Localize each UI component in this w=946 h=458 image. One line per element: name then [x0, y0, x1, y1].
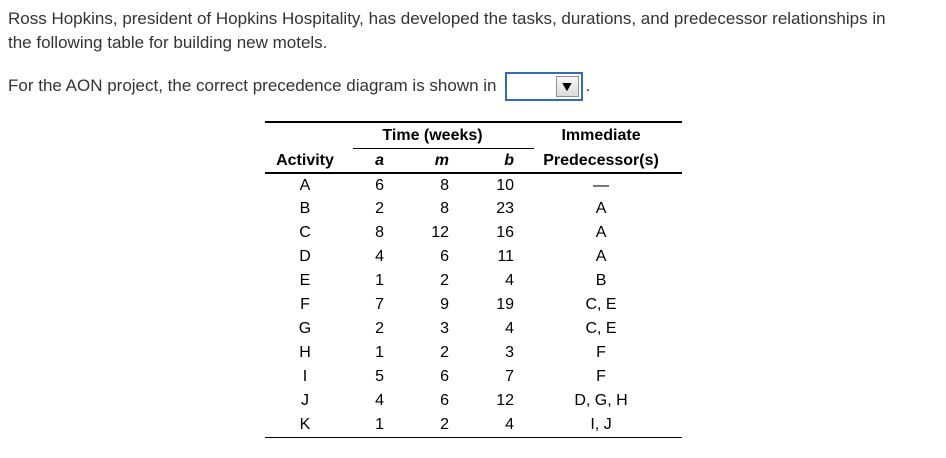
- b-cell: 4: [505, 320, 515, 337]
- question-row: For the AON project, the correct precede…: [8, 71, 590, 101]
- immediate-header: Immediate: [520, 121, 683, 149]
- activity-cell: K: [265, 413, 345, 438]
- a-cell: 1: [345, 413, 390, 438]
- answer-dropdown[interactable]: ▼: [504, 71, 583, 101]
- m-column-header: m: [390, 149, 455, 174]
- m-cell: 8: [440, 200, 449, 217]
- table-header-label-row: Activity a m b Predecessor(s): [265, 149, 683, 174]
- m-cell: 6: [440, 368, 449, 385]
- activity-cell: H: [299, 344, 311, 361]
- time-weeks-header: Time (weeks): [345, 121, 535, 149]
- m-cell: 6: [440, 248, 449, 265]
- b-cell: 4: [455, 413, 521, 438]
- m-cell: 9: [440, 296, 449, 313]
- b-cell: 3: [505, 344, 515, 361]
- m-cell: 2: [390, 413, 455, 438]
- b-cell: 19: [496, 296, 515, 313]
- m-cell: 6: [440, 392, 449, 409]
- a-column-header: a: [345, 149, 390, 174]
- activity-cell: G: [298, 320, 312, 337]
- a-cell: 6: [375, 176, 384, 194]
- activity-cell: B: [299, 200, 311, 217]
- a-cell: 7: [375, 296, 384, 313]
- time-weeks-label: Time (weeks): [382, 127, 483, 144]
- b-cell: 4: [505, 272, 515, 289]
- predecessors-column-header: Predecessor(s): [520, 149, 683, 174]
- table-row: J 4 6 12 D, G, H: [265, 389, 682, 413]
- m-cell: 3: [440, 320, 449, 337]
- predecessor-cell: —: [593, 176, 610, 194]
- question-text: For the AON project, the correct precede…: [8, 76, 497, 95]
- predecessor-cell: B: [595, 272, 607, 289]
- predecessor-cell: F: [596, 368, 606, 385]
- table-row: I 5 6 7 F: [265, 365, 682, 389]
- caret-down-icon: ▼: [559, 78, 575, 94]
- table-header-group-row: Time (weeks) Immediate: [265, 121, 683, 149]
- activity-cell: E: [299, 272, 311, 289]
- m-cell: 8: [440, 176, 449, 194]
- table-row: K 1 2 4 I, J: [265, 413, 683, 438]
- activity-cell: I: [302, 368, 308, 385]
- table-row: F 7 9 19 C, E: [265, 293, 682, 317]
- b-cell: 7: [505, 368, 515, 385]
- table-header: Time (weeks) Immediate Activity a m b Pr…: [265, 121, 683, 174]
- a-cell: 4: [375, 392, 384, 409]
- predecessor-cell: A: [595, 224, 607, 241]
- a-cell: 4: [375, 248, 384, 265]
- question-period: .: [585, 76, 591, 95]
- header-spacer: [265, 121, 345, 149]
- activity-table: Time (weeks) Immediate Activity a m b Pr…: [265, 121, 683, 438]
- dropdown-button[interactable]: ▼: [555, 75, 579, 97]
- intro-line-2: the following table for building new mot…: [8, 33, 328, 52]
- table-body: A 6 8 10 — B 2 8 23 A C 8 12 16 A D 4 6 …: [265, 173, 683, 438]
- predecessor-cell: A: [595, 248, 607, 265]
- b-cell: 10: [496, 176, 515, 194]
- b-column-header: b: [455, 149, 521, 174]
- m-cell: 2: [440, 344, 449, 361]
- b-cell: 23: [496, 200, 515, 217]
- table-row: D 4 6 11 A: [265, 245, 682, 269]
- predecessor-cell: F: [596, 344, 606, 361]
- table-row: E 1 2 4 B: [265, 269, 682, 293]
- m-cell: 2: [440, 272, 449, 289]
- a-cell: 1: [375, 344, 384, 361]
- activity-cell: C: [299, 224, 311, 241]
- a-cell: 1: [375, 272, 384, 289]
- intro-paragraph: Ross Hopkins, president of Hopkins Hospi…: [8, 7, 944, 55]
- table-row: G 2 3 4 C, E: [265, 317, 682, 341]
- table-row: C 8 12 16 A: [265, 221, 682, 245]
- m-cell: 12: [431, 224, 449, 241]
- a-cell: 2: [375, 200, 384, 217]
- table-row: B 2 8 23 A: [265, 197, 682, 221]
- activity-cell: D: [299, 248, 311, 265]
- a-cell: 8: [375, 224, 384, 241]
- predecessor-cell: C, E: [585, 296, 617, 313]
- intro-line-1: Ross Hopkins, president of Hopkins Hospi…: [8, 9, 886, 28]
- activity-cell: F: [300, 296, 310, 313]
- activity-cell: J: [301, 392, 309, 409]
- time-weeks-underline: [353, 148, 535, 149]
- activity-cell: A: [299, 176, 311, 194]
- activity-column-header: Activity: [265, 149, 345, 174]
- predecessor-cell: I, J: [520, 413, 683, 438]
- table-row: A 6 8 10 —: [265, 173, 682, 197]
- a-cell: 5: [375, 368, 384, 385]
- b-cell: 16: [496, 224, 515, 241]
- a-cell: 2: [375, 320, 384, 337]
- b-cell: 11: [497, 248, 515, 265]
- table-row: H 1 2 3 F: [265, 341, 682, 365]
- predecessor-cell: C, E: [585, 320, 617, 337]
- b-cell: 12: [496, 392, 515, 409]
- predecessor-cell: D, G, H: [574, 392, 628, 409]
- predecessor-cell: A: [595, 200, 607, 217]
